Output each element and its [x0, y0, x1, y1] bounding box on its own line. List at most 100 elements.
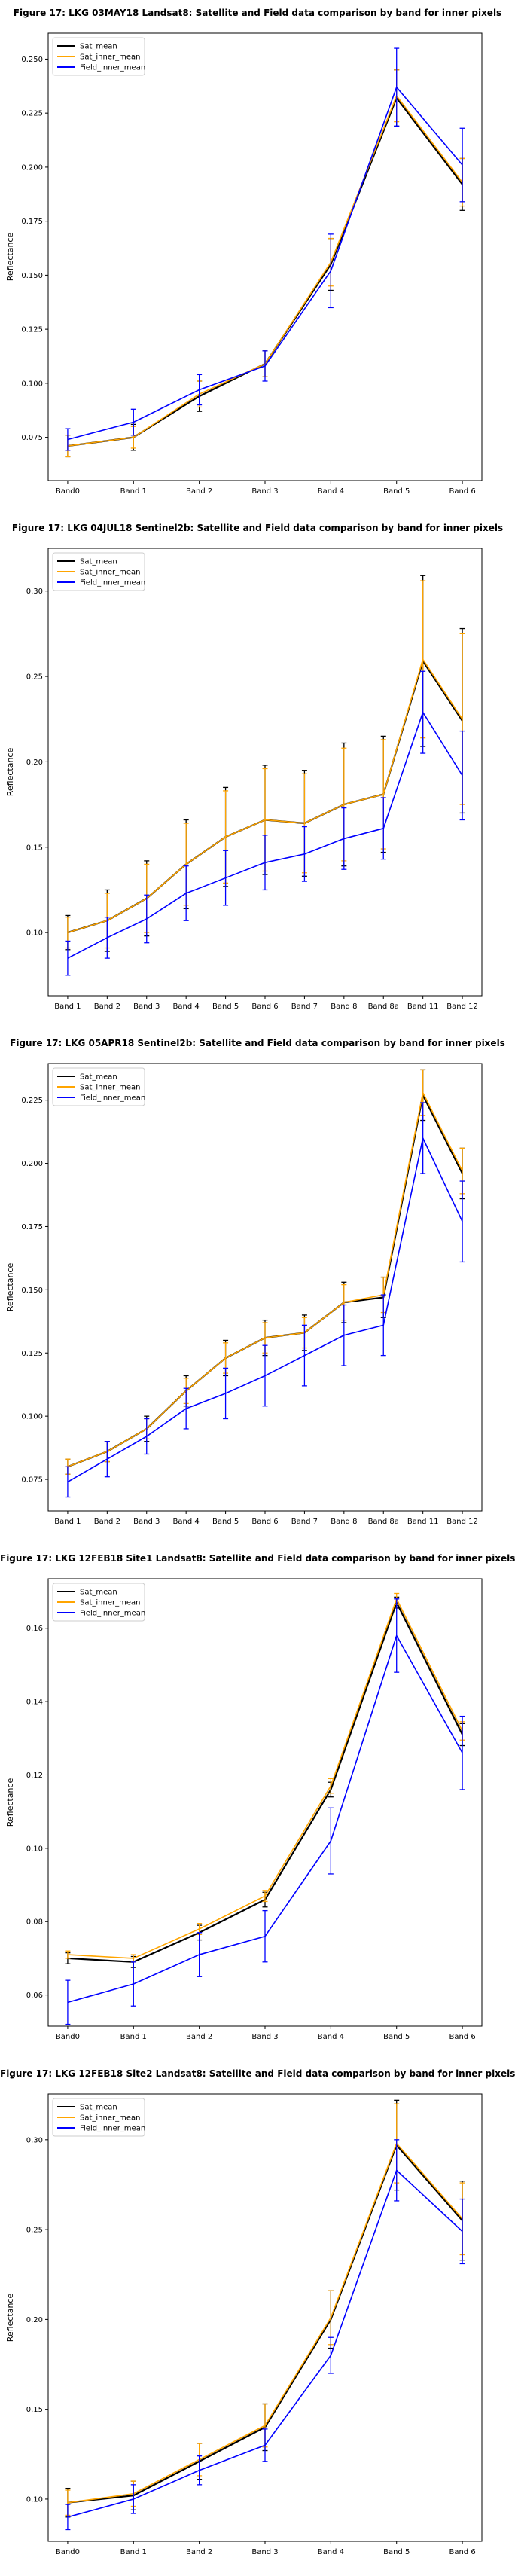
- y-tick-label: 0.16: [26, 1625, 43, 1633]
- x-tick-label: Band 1: [120, 2033, 147, 2041]
- plot-frame: [47, 1063, 483, 1512]
- y-tick-label: 0.10: [26, 2495, 43, 2504]
- legend-label: Field_inner_mean: [80, 2125, 145, 2133]
- x-tick-label: Band 11: [407, 1003, 439, 1011]
- x-tick-label: Band 12: [446, 1003, 478, 1011]
- x-tick-label: Band 3: [251, 2548, 278, 2556]
- legend-box: [52, 2098, 145, 2137]
- y-tick-label: 0.25: [26, 2227, 43, 2235]
- series-line: [67, 96, 463, 447]
- legend: Sat_mean Sat_inner_mean Field_inner_mean: [52, 37, 145, 76]
- legend-label: Sat_inner_mean: [80, 1084, 140, 1092]
- y-tick-label: 0.10: [26, 929, 43, 938]
- legend-box: [52, 1583, 145, 1622]
- y-tick-label: 0.150: [21, 1286, 43, 1295]
- x-tick-label: Band0: [56, 487, 80, 496]
- chart-4: 0.06 0.08 0.10 0.12 0.14 0.16 Band0 Band 1 Band …: [5, 1578, 483, 2041]
- y-tick-label: 0.225: [21, 1097, 43, 1105]
- y-axis-label: Reflectance: [5, 1263, 15, 1312]
- series-Sat_mean: [65, 1069, 465, 1475]
- y-tick-label: 0.175: [21, 218, 43, 226]
- legend-label: Field_inner_mean: [80, 64, 145, 72]
- chart-title: Figure 17: LKG 05APR18 Sentinel2b: Satel…: [10, 1038, 505, 1048]
- x-tick-label: Band 1: [54, 1518, 81, 1526]
- legend-box: [52, 1067, 145, 1106]
- x-tick-label: Band 8: [331, 1003, 357, 1011]
- series-line: [67, 1137, 463, 1483]
- y-tick-label: 0.075: [21, 1476, 43, 1485]
- x-tick-label: Band 5: [212, 1518, 239, 1526]
- x-tick-label: Band 1: [120, 487, 147, 496]
- x-tick-label: Band0: [56, 2548, 80, 2556]
- chart-3: 0.075 0.100 0.125 0.150 0.175 0.200 0.225 Band …: [5, 1063, 483, 1526]
- series-Sat_mean: [65, 69, 465, 458]
- y-axis-label: Reflectance: [5, 2294, 15, 2343]
- x-tick-label: Band 3: [133, 1003, 160, 1011]
- legend-label: Sat_mean: [80, 1073, 117, 1082]
- legend-label: Field_inner_mean: [80, 579, 145, 588]
- plot-frame: [47, 32, 483, 481]
- x-tick-label: Band 2: [94, 1003, 120, 1011]
- chart-panel-3: Figure 17: LKG 05APR18 Sentinel2b: Satel…: [0, 1030, 515, 1546]
- x-tick-label: Band 4: [318, 487, 344, 496]
- y-tick-label: 0.200: [21, 163, 43, 172]
- x-tick-label: Band 12: [446, 1518, 478, 1526]
- series-line: [67, 1094, 464, 1468]
- x-tick-label: Band 8: [331, 1518, 357, 1526]
- series-line: [67, 95, 463, 447]
- y-tick-label: 0.175: [21, 1223, 43, 1232]
- chart-panel-1: Figure 17: LKG 03MAY18 Landsat8: Satelli…: [0, 0, 515, 515]
- y-tick-label: 0.225: [21, 110, 43, 118]
- legend-label: Field_inner_mean: [80, 1094, 145, 1103]
- y-tick-label: 0.075: [21, 434, 43, 442]
- legend: Sat_mean Sat_inner_mean Field_inner_mean: [52, 1583, 145, 1622]
- x-tick-label: Band 6: [449, 487, 475, 496]
- y-tick-label: 0.125: [21, 326, 43, 334]
- x-tick-label: Band 4: [318, 2548, 344, 2556]
- chart-5: 0.10 0.15 0.20 0.25 0.30 Band0 Band 1 Band 2 Ban…: [5, 2093, 483, 2556]
- x-tick-label: Band 8a: [368, 1003, 399, 1011]
- series-Field_inner_mean: [65, 2139, 465, 2531]
- x-tick-label: Band 5: [383, 2033, 410, 2041]
- x-tick-label: Band0: [56, 2033, 80, 2041]
- x-tick-label: Band 6: [449, 2548, 475, 2556]
- legend-label: Sat_inner_mean: [80, 2114, 140, 2123]
- chart-2: 0.10 0.15 0.20 0.25 0.30 Band 1 Band 2 Band 3 Ba…: [5, 548, 483, 1011]
- legend-label: Field_inner_mean: [80, 1610, 145, 1618]
- y-tick-label: 0.30: [26, 588, 43, 596]
- y-tick-label: 0.08: [26, 1918, 43, 1927]
- y-tick-label: 0.10: [26, 1845, 43, 1853]
- x-tick-label: Band 2: [186, 2548, 212, 2556]
- y-tick-label: 0.12: [26, 1772, 43, 1780]
- chart-panel-4: Figure 17: LKG 12FEB18 Site1 Landsat8: S…: [0, 1546, 515, 2061]
- x-tick-label: Band 2: [186, 2033, 212, 2041]
- chart-title: Figure 17: LKG 12FEB18 Site1 Landsat8: S…: [0, 1553, 515, 1564]
- legend-label: Sat_mean: [80, 43, 117, 51]
- series-Sat_inner_mean: [65, 69, 465, 458]
- legend-box: [52, 37, 145, 76]
- x-tick-label: Band 4: [173, 1518, 200, 1526]
- y-tick-label: 0.15: [26, 2406, 43, 2414]
- x-tick-label: Band 5: [383, 487, 410, 496]
- x-tick-label: Band 7: [291, 1003, 318, 1011]
- chart-panel-2: Figure 17: LKG 04JUL18 Sentinel2b: Satel…: [0, 515, 515, 1030]
- x-tick-label: Band 2: [94, 1518, 120, 1526]
- x-tick-label: Band 6: [449, 2033, 475, 2041]
- y-tick-label: 0.150: [21, 272, 43, 280]
- chart-panel-5: Figure 17: LKG 12FEB18 Site2 Landsat8: S…: [0, 2061, 515, 2576]
- y-axis-label: Reflectance: [5, 1778, 15, 1827]
- y-tick-label: 0.20: [26, 758, 43, 767]
- y-tick-label: 0.100: [21, 380, 43, 388]
- y-axis-label: Reflectance: [5, 233, 15, 282]
- x-tick-label: Band 6: [251, 1003, 278, 1011]
- x-tick-label: Band 1: [54, 1003, 81, 1011]
- y-tick-label: 0.15: [26, 844, 43, 852]
- x-tick-label: Band 1: [120, 2548, 147, 2556]
- y-tick-label: 0.125: [21, 1350, 43, 1358]
- x-tick-label: Band 3: [251, 2033, 278, 2041]
- x-tick-label: Band 4: [318, 2033, 344, 2041]
- series-Field_inner_mean: [65, 47, 465, 451]
- series-Sat_inner_mean: [65, 1069, 465, 1475]
- x-tick-label: Band 3: [251, 487, 278, 496]
- legend-label: Sat_inner_mean: [80, 1599, 140, 1607]
